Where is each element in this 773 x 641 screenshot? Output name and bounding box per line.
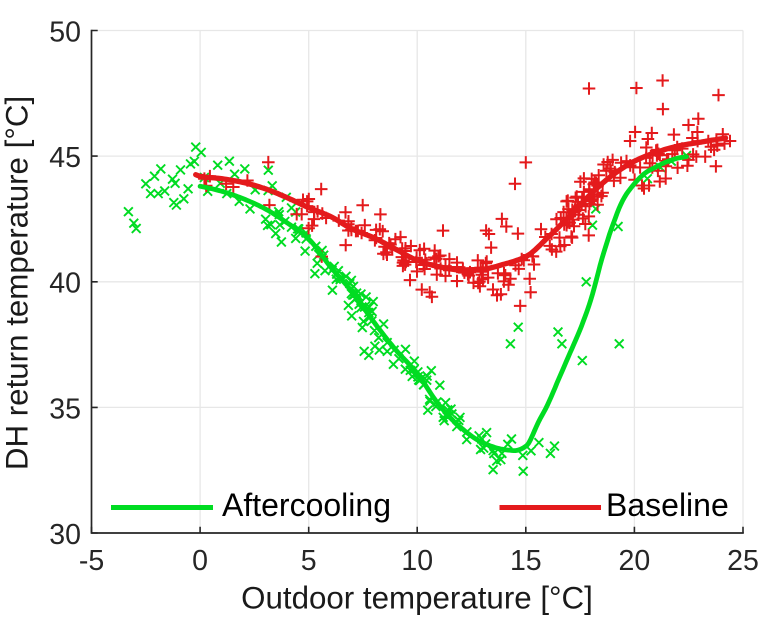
svg-text:-5: -5 <box>79 545 104 577</box>
svg-text:0: 0 <box>192 545 208 577</box>
svg-text:40: 40 <box>49 268 81 300</box>
svg-text:Aftercooling: Aftercooling <box>222 487 391 523</box>
svg-text:DH return temperature [°C]: DH return temperature [°C] <box>0 96 35 470</box>
svg-text:35: 35 <box>49 393 81 425</box>
svg-text:Baseline: Baseline <box>606 487 729 523</box>
svg-text:50: 50 <box>49 16 81 48</box>
svg-text:45: 45 <box>49 142 81 174</box>
svg-text:Outdoor temperature [°C]: Outdoor temperature [°C] <box>241 580 593 615</box>
svg-text:5: 5 <box>301 545 317 577</box>
svg-text:10: 10 <box>401 545 433 577</box>
svg-text:15: 15 <box>510 545 542 577</box>
svg-text:25: 25 <box>727 545 759 577</box>
svg-text:20: 20 <box>619 545 651 577</box>
svg-text:30: 30 <box>49 519 81 551</box>
